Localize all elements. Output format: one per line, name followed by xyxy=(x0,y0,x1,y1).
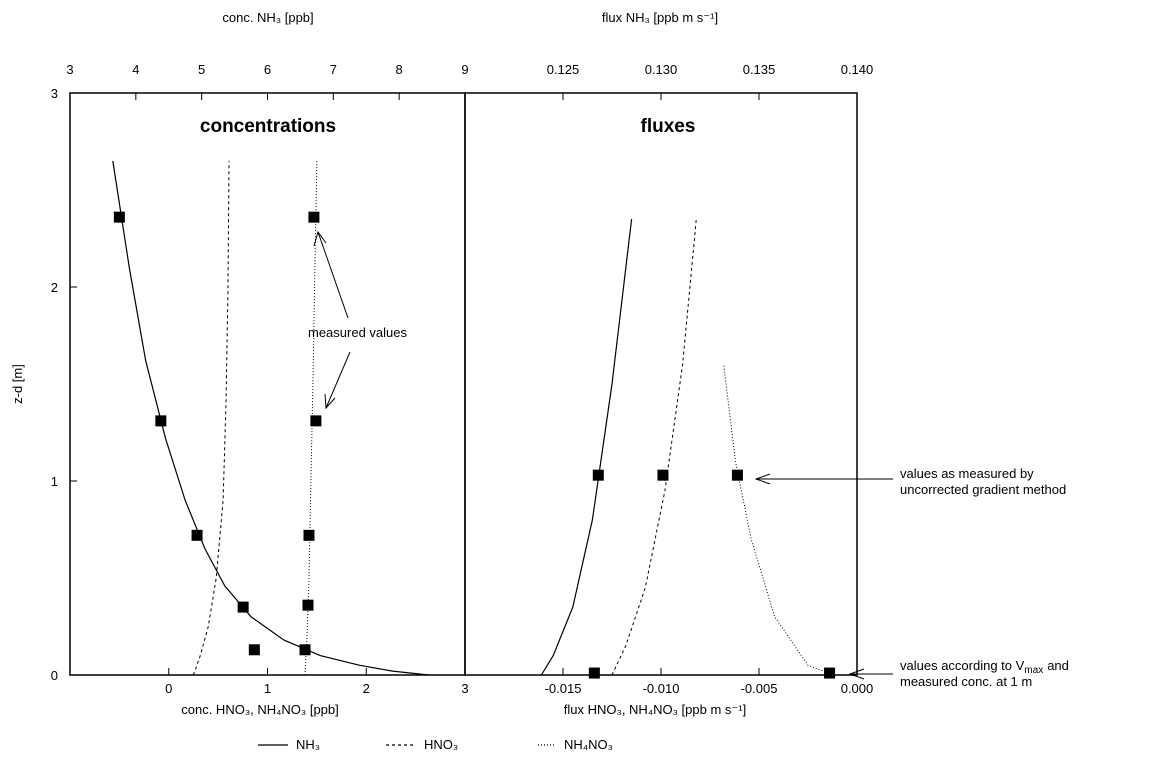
bottom-tick-label: 0 xyxy=(165,681,172,696)
legend-label-nh3: NH₃ xyxy=(296,737,320,752)
point-square-nh xyxy=(155,415,167,427)
bottom-right-axis-label: flux HNO₃, NH₄NO₃ [ppb m s⁻¹] xyxy=(564,702,746,717)
bottom-tick-label: 3 xyxy=(461,681,468,696)
top-tick-label: 0.125 xyxy=(547,62,580,77)
top-tick-label: 9 xyxy=(461,62,468,77)
arrow-gradient-head xyxy=(754,473,771,485)
point-square-nhno xyxy=(731,469,743,481)
bottom-tick-label: -0.015 xyxy=(545,681,582,696)
y-tick-label: 0 xyxy=(51,668,58,683)
series-line-hno-panel1 xyxy=(192,160,230,676)
series-line-nh-panel1 xyxy=(112,160,429,676)
arrow-measured-upper-head xyxy=(313,230,327,247)
chart-marks xyxy=(112,160,836,679)
annotation-vmax-and: and xyxy=(1047,658,1069,673)
point-square-nh xyxy=(113,211,125,223)
y-tick-label: 2 xyxy=(51,280,58,295)
bottom-tick-label: -0.005 xyxy=(741,681,778,696)
top-tick-label: 4 xyxy=(132,62,139,77)
bottom-tick-label: 1 xyxy=(264,681,271,696)
left-panel-frame xyxy=(69,92,466,676)
y-tick-label: 3 xyxy=(51,86,58,101)
top-right-axis-label: flux NH₃ [ppb m s⁻¹] xyxy=(602,10,718,25)
point-square-nhno xyxy=(310,415,322,427)
point-square-nhno xyxy=(299,644,311,656)
right-panel-frame xyxy=(464,92,858,676)
point-square-hno xyxy=(657,469,669,481)
top-tick-label: 0.135 xyxy=(743,62,776,77)
top-tick-label: 0.130 xyxy=(645,62,678,77)
top-tick-label: 3 xyxy=(66,62,73,77)
point-square-nhno xyxy=(308,211,320,223)
right-panel-title: fluxes xyxy=(641,116,696,137)
series-line-nh-panel2 xyxy=(540,219,633,676)
legend-label-nh4no3: NH₄NO₃ xyxy=(564,737,613,752)
arrow-measured-upper xyxy=(317,231,349,319)
point-square-nh xyxy=(191,529,203,541)
bottom-tick-label: 2 xyxy=(363,681,370,696)
annotation-measured-values: measured values xyxy=(308,325,407,340)
point-square-nhno xyxy=(303,529,315,541)
annotation-gradient-line1: values as measured by xyxy=(900,466,1034,481)
arrow-vmax-head xyxy=(848,668,865,680)
top-left-axis-label: conc. NH₃ [ppb] xyxy=(222,10,313,25)
bottom-left-axis-label: conc. HNO₃, NH₄NO₃ [ppb] xyxy=(181,702,339,717)
top-tick-label: 6 xyxy=(264,62,271,77)
point-square-hno xyxy=(588,667,600,679)
annotation-vmax-line1: values according to Vmax and xyxy=(900,658,1069,676)
point-square-nhno xyxy=(302,599,314,611)
arrow-measured-lower-head xyxy=(324,393,336,410)
y-tick-label: 1 xyxy=(51,474,58,489)
top-tick-label: 8 xyxy=(396,62,403,77)
point-square-nh xyxy=(592,469,604,481)
point-square-nhno xyxy=(824,667,836,679)
bottom-tick-label: -0.010 xyxy=(643,681,680,696)
top-tick-label: 0.140 xyxy=(841,62,874,77)
annotation-vmax-subscript: max xyxy=(1024,665,1043,676)
bottom-tick-label: 0.000 xyxy=(841,681,874,696)
point-square-nh xyxy=(248,644,260,656)
annotation-vmax-text: values according to V xyxy=(900,658,1025,673)
series-line-nhno-panel2 xyxy=(723,364,834,676)
series-line-hno-panel2 xyxy=(611,219,697,676)
point-square-nh xyxy=(237,601,249,613)
y-axis-label: z-d [m] xyxy=(10,364,25,404)
annotation-vmax-line2: measured conc. at 1 m xyxy=(900,674,1032,689)
legend: NH₃ HNO₃ NH₄NO₃ xyxy=(258,737,613,752)
annotation-arrows xyxy=(313,230,893,680)
top-tick-label: 7 xyxy=(330,62,337,77)
legend-label-hno3: HNO₃ xyxy=(424,737,458,752)
arrow-measured-lower xyxy=(325,351,351,409)
annotation-gradient-line2: uncorrected gradient method xyxy=(900,482,1066,497)
top-tick-label: 5 xyxy=(198,62,205,77)
left-panel-title: concentrations xyxy=(200,116,336,137)
